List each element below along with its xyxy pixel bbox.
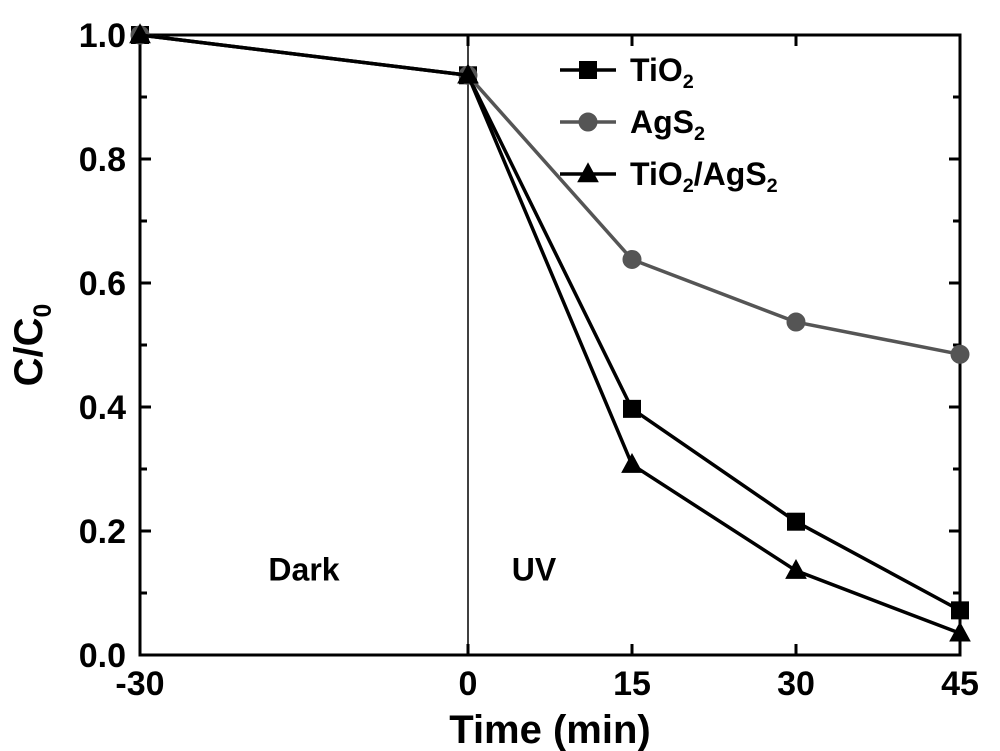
y-tick-label: 0.6 [79, 265, 126, 303]
annotation-dark: Dark [268, 552, 339, 588]
y-tick-label: 0.2 [79, 513, 126, 551]
y-tick-label: 0.8 [79, 141, 126, 179]
y-tick-label: 1.0 [79, 17, 126, 55]
annotation-uv: UV [512, 552, 557, 588]
x-tick-label: 30 [777, 665, 815, 703]
x-tick-label: 0 [459, 665, 478, 703]
figure-container: { "chart": { "type": "line", "width": 10… [0, 0, 1000, 751]
y-tick-label: 0.0 [79, 637, 126, 675]
legend-label: AgS2 [630, 104, 705, 145]
x-tick-label: 45 [941, 665, 979, 703]
y-tick-label: 0.4 [79, 389, 126, 427]
x-tick-label: 15 [613, 665, 651, 703]
line-chart: -3001530450.00.20.40.60.81.0Time (min)C/… [0, 0, 1000, 751]
legend-label: TiO2/AgS2 [630, 156, 778, 197]
x-axis-title: Time (min) [449, 708, 651, 751]
